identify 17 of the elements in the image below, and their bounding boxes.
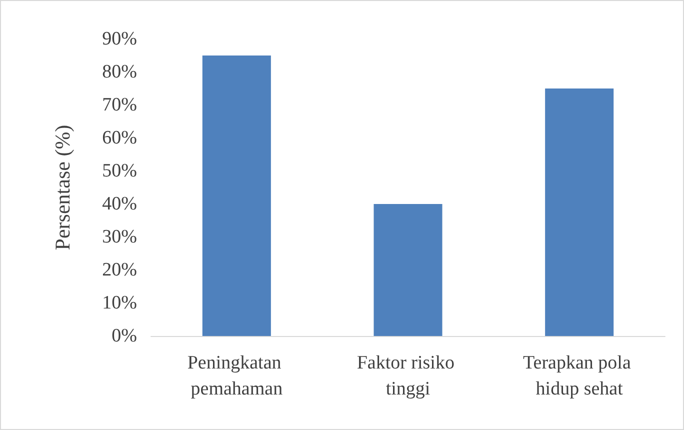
y-tick-label: 0%	[112, 326, 138, 346]
y-tick-label: 60%	[102, 128, 138, 148]
y-tick-label: 30%	[102, 226, 138, 248]
y-tick-label: 40%	[102, 194, 138, 214]
bar	[545, 88, 614, 336]
x-tick-label: Peningkatan pemahaman	[187, 352, 286, 400]
y-tick-label: 70%	[102, 94, 138, 116]
y-tick-label: 10%	[102, 292, 138, 314]
y-tick-label: 50%	[102, 160, 138, 182]
x-tick-label: Terapkan pola hidup sehat	[523, 352, 636, 400]
y-tick-label: 20%	[102, 260, 138, 280]
bar	[202, 56, 271, 336]
bar	[374, 204, 442, 336]
x-tick-label: Faktor risiko tinggi	[356, 352, 460, 400]
y-tick-label: 90%	[102, 28, 138, 50]
y-tick-label: 80%	[102, 62, 138, 82]
y-axis-title: Persentase (%)	[50, 124, 74, 250]
